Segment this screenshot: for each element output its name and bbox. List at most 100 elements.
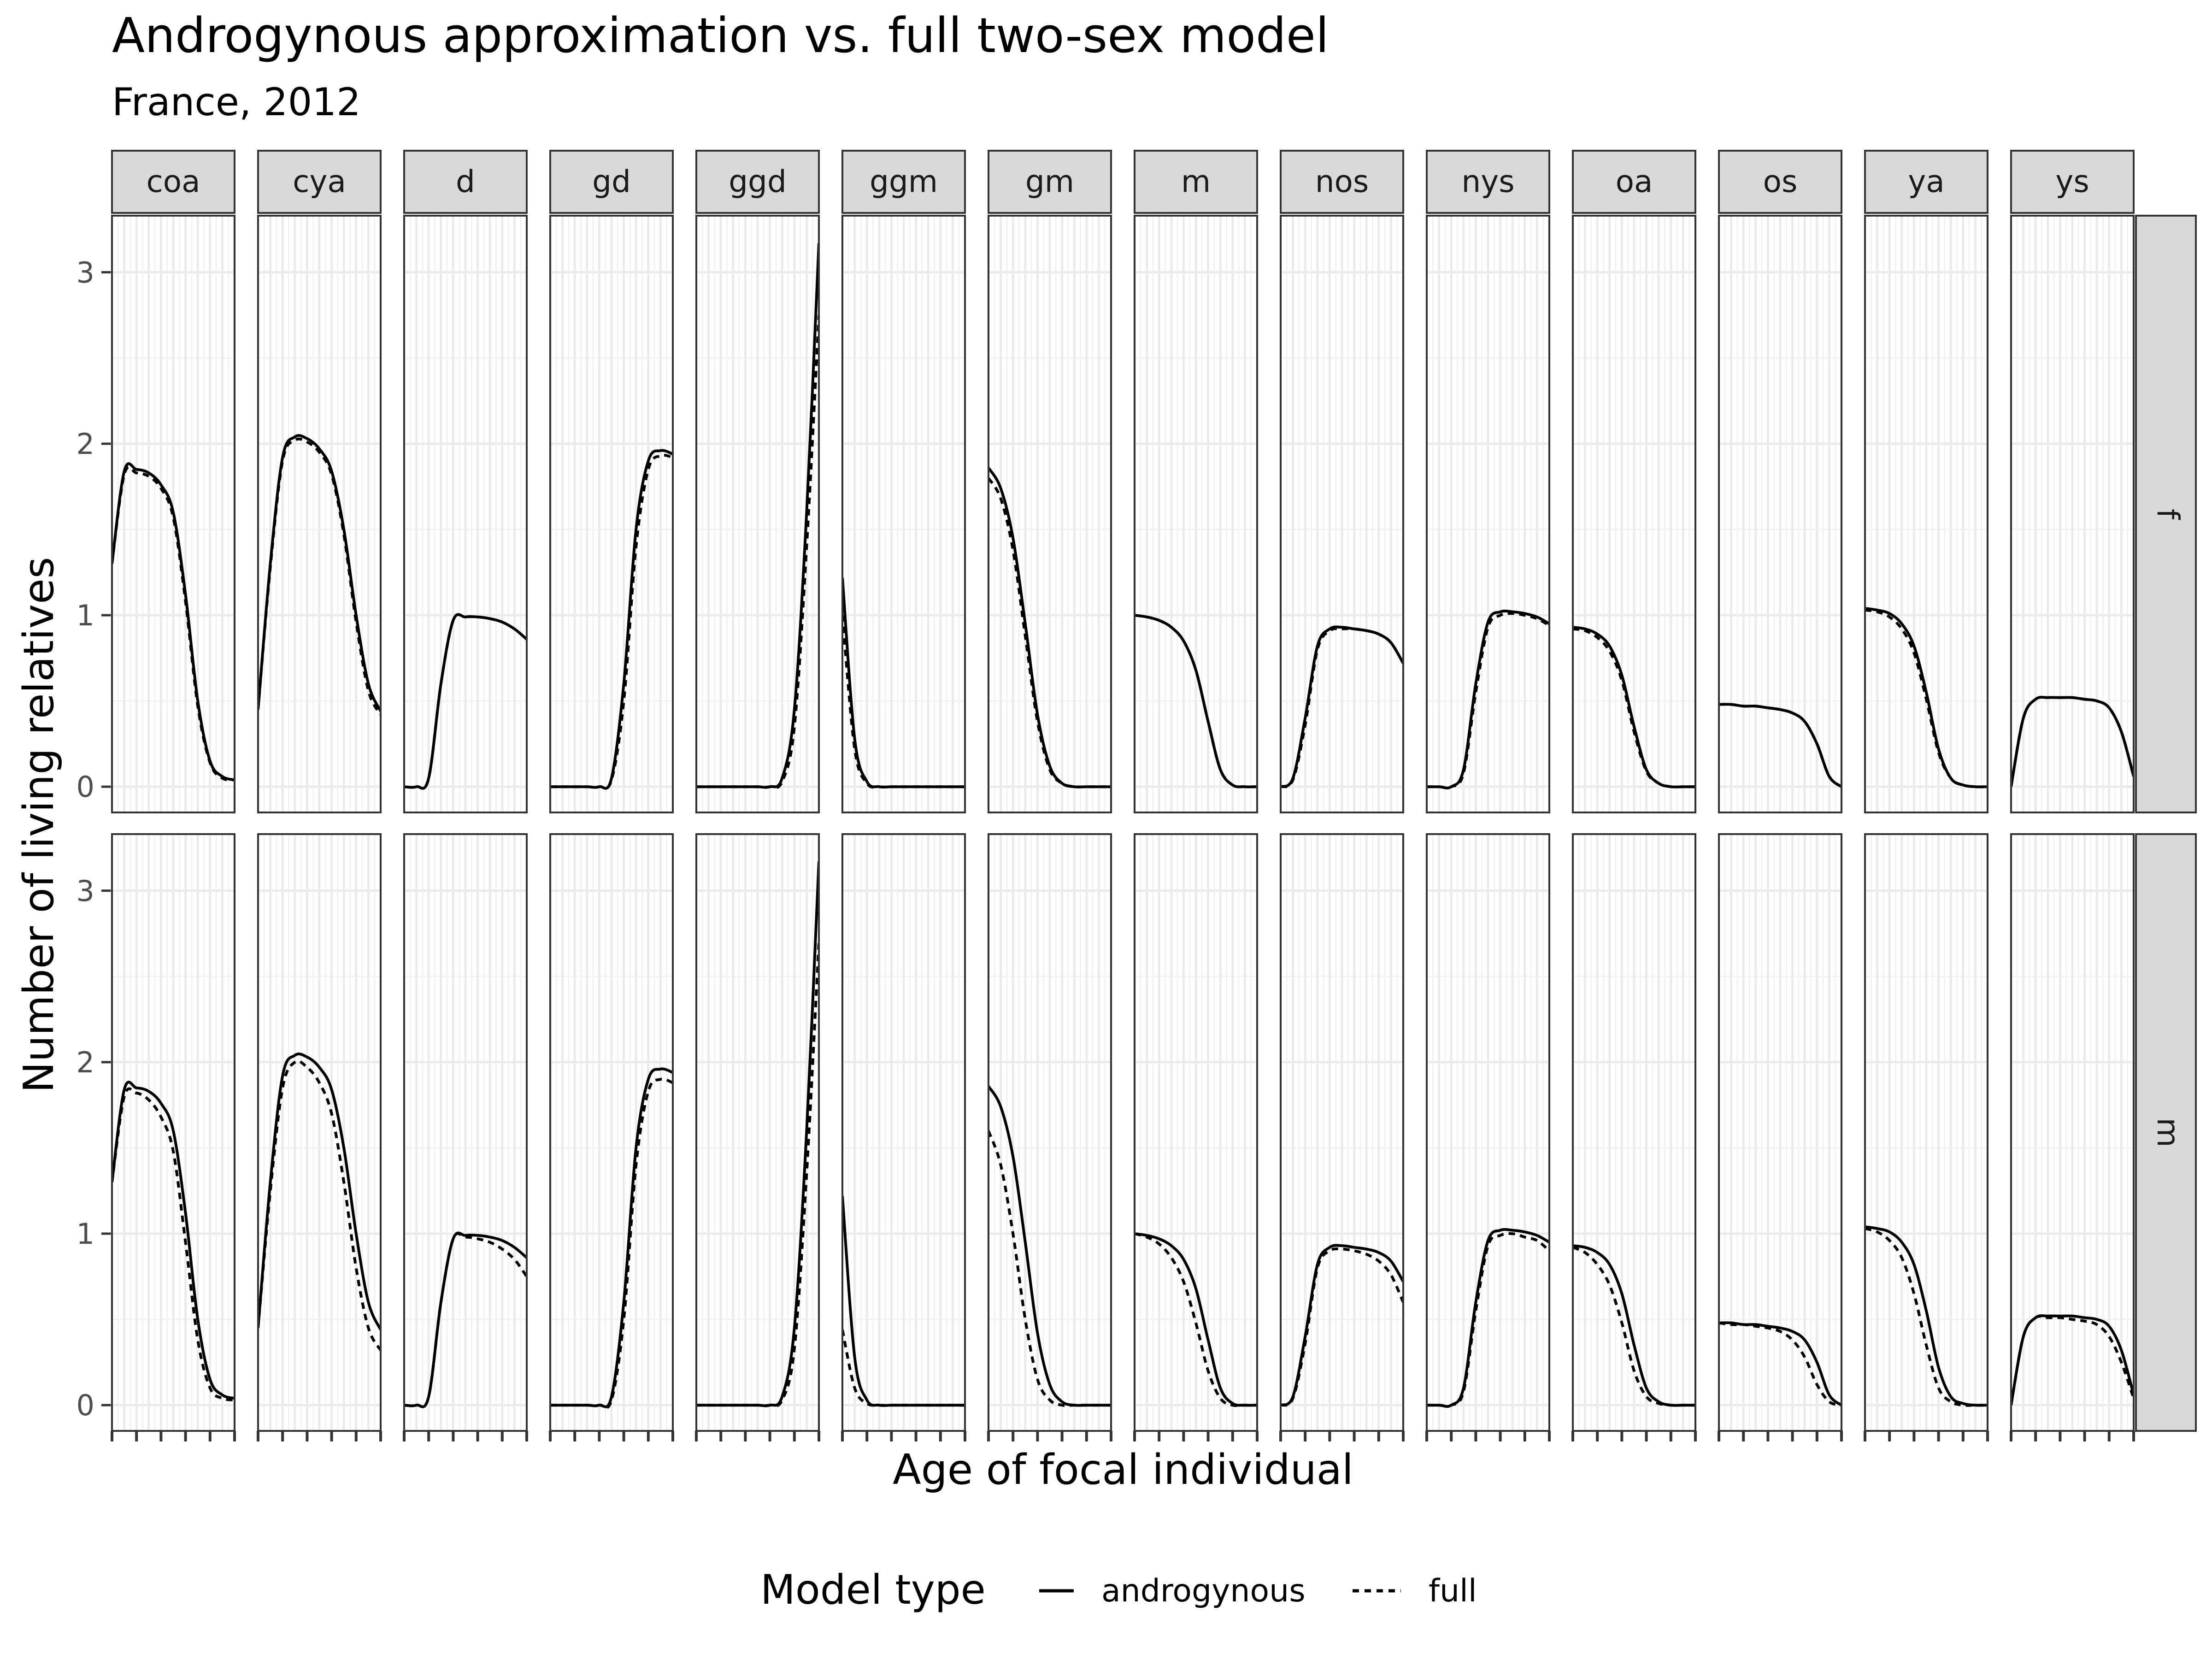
panel-os-m [1718, 833, 1843, 1441]
panel-border [111, 215, 235, 813]
series-line-full [258, 1059, 381, 1351]
series-line-androgynous [1427, 609, 1549, 789]
row-strip-m [2135, 833, 2197, 1432]
panel-border [1864, 215, 1988, 813]
panel-nos-m [1279, 833, 1405, 1441]
panel-border [841, 833, 966, 1432]
series-line-androgynous [258, 1053, 381, 1330]
panel-ggm-f: ggm [841, 150, 966, 813]
col-strip-gd [549, 150, 674, 214]
series-line-androgynous [112, 462, 235, 782]
panel-m-f: m [1133, 150, 1259, 813]
panel-coa-f: coa [111, 150, 236, 813]
col-strip-label: ggm [870, 164, 938, 200]
series-line-androgynous [2011, 1314, 2134, 1406]
series-line-androgynous [112, 1081, 235, 1400]
series-line-androgynous [1865, 1225, 1988, 1407]
panel-ggd-m [695, 833, 820, 1441]
series-line-androgynous [1135, 614, 1257, 788]
panel-gm-f: gm [987, 150, 1112, 813]
col-strip-label: nys [1461, 164, 1514, 200]
panel-border [1426, 833, 1550, 1432]
panel-border [841, 215, 966, 813]
col-strip-label: os [1763, 164, 1798, 200]
panel-border [1718, 833, 1842, 1432]
y-tick-label: 1 [76, 1217, 94, 1251]
row-strip-f [2135, 215, 2197, 813]
series-line-androgynous [1135, 1232, 1257, 1407]
series-line-full [1865, 1227, 1988, 1407]
panel-ys-f: ys [2010, 150, 2135, 813]
series-line-androgynous [1573, 1244, 1695, 1407]
col-strip-label: nos [1315, 164, 1369, 200]
col-strip-label: cya [293, 164, 346, 200]
panel-gd-f: gd [549, 150, 674, 813]
panel-border [1864, 833, 1988, 1432]
panel-border [403, 215, 528, 813]
panel-border [2010, 833, 2135, 1432]
series-line-androgynous [550, 449, 673, 790]
y-tick-label: 0 [76, 1388, 94, 1422]
y-axis-label: Number of living relatives [15, 557, 63, 1093]
y-tick-label: 2 [76, 1046, 94, 1079]
row-strip-label: m [2150, 1118, 2186, 1147]
col-strip-ggm [841, 150, 966, 214]
col-strip-label: ya [1908, 164, 1945, 200]
panel-d-m [403, 833, 528, 1441]
panel-border [549, 833, 674, 1432]
y-tick-label: 3 [76, 256, 94, 289]
chart-subtitle: France, 2012 [112, 80, 361, 124]
panel-border [695, 833, 820, 1432]
panel-ya-m [1864, 833, 1989, 1441]
panel-border [111, 833, 235, 1432]
col-strip-label: ggd [729, 164, 787, 200]
series-line-androgynous [404, 613, 527, 790]
series-line-androgynous [988, 1085, 1111, 1407]
series-line-androgynous [550, 1067, 673, 1408]
panel-oa-m [1571, 833, 1697, 1441]
col-strip-label: oa [1616, 164, 1653, 200]
col-strip-nys [1426, 150, 1550, 214]
row-strip-label: f [2150, 509, 2186, 520]
series-line-full [2011, 1315, 2134, 1406]
col-strip-ys [2010, 150, 2135, 214]
panel-border [1134, 833, 1258, 1432]
series-line-androgynous [1281, 1244, 1403, 1407]
col-strip-d [403, 150, 528, 214]
panel-nys-f: nys [1425, 150, 1551, 813]
col-strip-cya [257, 150, 382, 214]
col-strip-os [1718, 150, 1842, 214]
panel-border [1280, 215, 1404, 813]
panel-border [549, 215, 674, 813]
series-line-androgynous [2011, 696, 2134, 787]
panel-ggd-f: ggd [695, 150, 820, 813]
panel-border [257, 833, 382, 1432]
series-line-androgynous [696, 861, 819, 1407]
panel-oa-f: oa [1571, 150, 1697, 813]
chart-title: Androgynous approximation vs. full two-s… [112, 7, 1329, 64]
series-line-androgynous [1427, 1228, 1549, 1408]
panel-border [1280, 833, 1404, 1432]
panel-cya-m [257, 833, 382, 1441]
col-strip-coa [111, 150, 235, 214]
series-line-full [112, 1087, 235, 1401]
panel-gm-m [987, 833, 1112, 1441]
panel-d-f: d [403, 150, 528, 813]
panel-os-f: os [1718, 150, 1843, 813]
col-strip-oa [1572, 150, 1696, 214]
y-tick-label: 2 [76, 427, 94, 461]
col-strip-ya [1864, 150, 1988, 214]
col-strip-label: d [456, 164, 475, 200]
col-strip-gm [988, 150, 1112, 214]
y-tick-label: 1 [76, 599, 94, 632]
panel-border [403, 833, 528, 1432]
legend-label-full: full [1429, 1573, 1477, 1609]
panel-border [988, 833, 1112, 1432]
panel-m-m [1133, 833, 1259, 1441]
series-line-full [1865, 608, 1988, 788]
panel-gd-m [549, 833, 674, 1441]
panel-nos-f: nos [1279, 150, 1405, 813]
series-line-androgynous [988, 467, 1111, 788]
series-line-androgynous [696, 243, 819, 789]
col-strip-ggd [695, 150, 820, 214]
